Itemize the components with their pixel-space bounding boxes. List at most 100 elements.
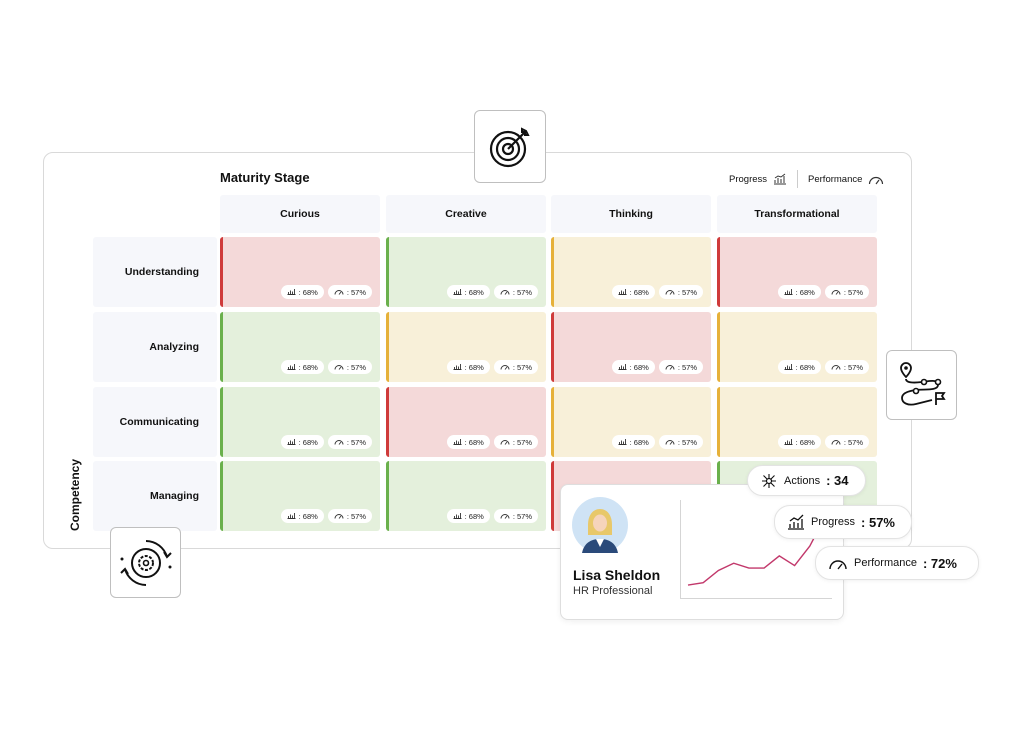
matrix-cell[interactable]: : 68%: 57% <box>220 461 380 531</box>
progress-pill-value: : 68% <box>464 437 484 447</box>
cell-metrics: : 68% : 57% <box>777 435 869 449</box>
matrix-cell[interactable]: : 68%: 57% <box>386 312 546 382</box>
matrix-cell[interactable]: : 68% : 57% <box>551 237 711 307</box>
progress-pill: : 68% <box>280 509 324 523</box>
progress-chart-icon <box>287 511 296 521</box>
progress-pill-value: : 68% <box>298 511 318 521</box>
progress-chart-icon <box>287 362 296 372</box>
progress-pill: : 68% <box>446 285 490 299</box>
progress-pill: : 68% <box>611 360 655 374</box>
matrix-cell[interactable]: : 68%: 57% <box>220 387 380 457</box>
progress-chart-icon <box>453 287 462 297</box>
progress-chart-icon <box>618 437 627 447</box>
cell-metrics: : 68%: 57% <box>777 360 869 374</box>
avatar <box>572 497 628 553</box>
matrix-cell[interactable]: : 68%: 57% <box>220 312 380 382</box>
legend-progress-label: Progress <box>729 173 768 185</box>
gauge-icon <box>831 363 841 372</box>
progress-chart-icon <box>784 362 793 372</box>
matrix-cell[interactable]: : 68% : 57% <box>386 237 546 307</box>
gauge-icon <box>869 176 884 184</box>
matrix-cell[interactable]: : 68% : 57% <box>551 387 711 457</box>
actions-label: Actions <box>784 474 821 487</box>
progress-pill: : 68% <box>446 509 490 523</box>
progress-pill-value: : 68% <box>795 287 815 297</box>
gauge-icon <box>500 363 510 372</box>
cell-metrics: : 68% : 57% <box>777 285 869 299</box>
maturity-stage-title: Maturity Stage <box>220 170 310 185</box>
matrix-cell[interactable]: : 68% : 57% <box>386 387 546 457</box>
progress-label: Progress <box>811 516 856 528</box>
gauge-icon <box>829 560 847 570</box>
performance-pill-value: : 57% <box>512 287 532 297</box>
performance-pill: : 57% <box>658 435 703 449</box>
legend: Progress Performance <box>729 170 884 188</box>
performance-pill-value: : 57% <box>843 362 863 372</box>
cell-metrics: : 68%: 57% <box>280 509 372 523</box>
column-header-transformational: Transformational <box>717 195 877 233</box>
gauge-icon <box>831 438 841 447</box>
legend-divider <box>797 170 799 188</box>
performance-pill-value: : 57% <box>843 287 863 297</box>
performance-pill: : 57% <box>327 435 372 449</box>
gauge-icon <box>500 512 510 521</box>
progress-chart-icon <box>287 287 296 297</box>
progress-chart-icon <box>784 437 793 447</box>
column-header-thinking: Thinking <box>551 195 711 233</box>
matrix-cell[interactable]: : 68% : 57% <box>220 237 380 307</box>
progress-pill-value: : 68% <box>464 511 484 521</box>
performance-pill-value: : 57% <box>346 437 366 447</box>
progress-chart-icon <box>618 362 627 372</box>
progress-chart-icon <box>287 437 296 447</box>
gauge-icon <box>665 438 675 447</box>
matrix-cell[interactable]: : 68% : 57% <box>717 387 877 457</box>
progress-pill-value: : 68% <box>464 287 484 297</box>
progress-pill-value: : 68% <box>298 287 318 297</box>
gauge-icon <box>334 363 344 372</box>
matrix-cell[interactable]: : 68%: 57% <box>717 312 877 382</box>
progress-chart-icon <box>784 287 793 297</box>
performance-pill: : 57% <box>824 360 869 374</box>
performance-pill: : 57% <box>824 435 869 449</box>
trend-chart <box>680 500 832 599</box>
gear-cycle-icon-box <box>110 527 181 598</box>
gauge-icon <box>831 288 841 297</box>
progress-chart-icon <box>788 514 804 530</box>
performance-pill-value: : 57% <box>677 287 697 297</box>
actions-tag: Actions : 34 <box>747 465 866 496</box>
person-role: HR Professional <box>573 585 653 597</box>
cell-metrics: : 68%: 57% <box>280 435 372 449</box>
progress-pill: : 68% <box>280 360 324 374</box>
matrix-cell[interactable]: : 68% : 57% <box>551 312 711 382</box>
performance-pill: : 57% <box>493 435 538 449</box>
matrix-cell[interactable]: : 68% : 57% <box>717 237 877 307</box>
performance-pill: : 57% <box>493 509 538 523</box>
progress-pill-value: : 68% <box>795 437 815 447</box>
row-header-managing: Managing <box>93 461 217 531</box>
progress-pill: : 68% <box>446 360 490 374</box>
performance-tag: Performance : 72% <box>815 546 979 580</box>
gauge-icon <box>500 438 510 447</box>
gauge-icon <box>665 288 675 297</box>
cell-metrics: : 68% : 57% <box>446 285 538 299</box>
network-icon <box>762 473 776 488</box>
progress-chart-icon <box>453 511 462 521</box>
performance-pill-value: : 57% <box>677 437 697 447</box>
performance-pill-value: : 57% <box>677 362 697 372</box>
trend-line <box>687 516 826 586</box>
person-name: Lisa Sheldon <box>573 567 661 583</box>
progress-pill: : 68% <box>777 285 821 299</box>
gauge-icon <box>334 438 344 447</box>
route-map-icon-box <box>886 350 957 420</box>
gauge-icon <box>665 363 675 372</box>
actions-value: : 34 <box>826 473 849 488</box>
performance-pill: : 57% <box>824 285 869 299</box>
performance-pill: : 57% <box>327 285 372 299</box>
progress-pill: : 68% <box>611 285 655 299</box>
cell-metrics: : 68%: 57% <box>446 360 538 374</box>
cell-metrics: : 68% : 57% <box>611 285 703 299</box>
matrix-cell[interactable]: : 68% : 57% <box>386 461 546 531</box>
progress-pill-value: : 68% <box>298 362 318 372</box>
progress-pill-value: : 68% <box>629 437 649 447</box>
progress-pill: : 68% <box>446 435 490 449</box>
